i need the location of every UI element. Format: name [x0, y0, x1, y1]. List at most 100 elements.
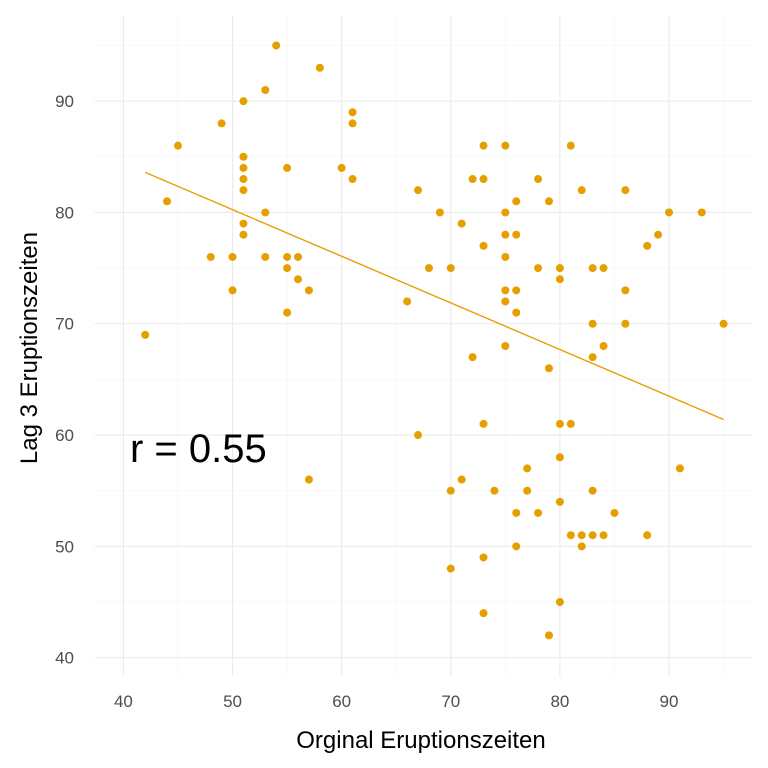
data-point [468, 353, 477, 362]
data-point [414, 431, 423, 440]
data-point [261, 208, 270, 217]
data-point [512, 308, 521, 317]
data-point [697, 208, 706, 217]
data-point [304, 475, 313, 484]
data-point [588, 264, 597, 273]
data-point [665, 208, 674, 217]
x-tick-label: 60 [332, 692, 351, 711]
data-point [523, 464, 532, 473]
tick-labels: 40 50 60 70 80 90 40 50 60 70 80 90 [55, 92, 678, 711]
y-tick-label: 40 [55, 649, 74, 668]
data-point [228, 286, 237, 295]
data-point [501, 342, 510, 350]
data-point [566, 419, 575, 428]
data-point [261, 252, 270, 261]
data-point [534, 264, 543, 273]
data-point [534, 508, 543, 517]
data-point [239, 219, 248, 228]
data-point [621, 286, 630, 295]
data-point [610, 508, 619, 517]
data-point [348, 175, 357, 184]
data-point [239, 152, 248, 161]
x-tick-label: 80 [550, 692, 569, 711]
data-point [534, 175, 543, 184]
data-point [566, 141, 575, 150]
data-point [457, 219, 466, 228]
grid-layer [94, 16, 753, 676]
data-point [446, 264, 455, 273]
data-point [490, 486, 499, 495]
data-point [479, 241, 488, 250]
data-point [283, 252, 292, 261]
data-point [457, 475, 466, 484]
data-point [304, 286, 313, 295]
data-point [501, 252, 510, 261]
data-point [555, 453, 564, 462]
data-point [566, 531, 575, 540]
data-point [479, 419, 488, 428]
data-point [217, 119, 226, 128]
data-point [544, 197, 553, 206]
data-point [599, 264, 608, 273]
x-tick-label: 50 [223, 692, 242, 711]
data-point [294, 252, 303, 261]
data-point [501, 141, 510, 150]
x-tick-label: 90 [660, 692, 679, 711]
data-point [577, 542, 586, 551]
data-point [512, 197, 521, 206]
data-point [239, 186, 248, 195]
y-axis-title: Lag 3 Eruptionszeiten [16, 232, 43, 464]
data-point [261, 86, 270, 95]
data-point [621, 186, 630, 195]
y-tick-label: 60 [55, 426, 74, 445]
data-point [479, 609, 488, 618]
data-point [446, 486, 455, 495]
data-point [479, 141, 488, 150]
data-point [228, 252, 237, 261]
data-point [501, 297, 510, 306]
data-point [577, 531, 586, 540]
data-point [163, 197, 172, 206]
data-point [435, 208, 444, 217]
data-point [239, 230, 248, 239]
data-point [643, 241, 652, 250]
y-tick-label: 70 [55, 315, 74, 334]
data-point [555, 264, 564, 273]
data-point [424, 264, 433, 273]
data-point [512, 542, 521, 551]
data-point [588, 319, 597, 328]
y-tick-label: 90 [55, 92, 74, 111]
data-point [283, 264, 292, 273]
data-point [599, 531, 608, 540]
data-point [348, 119, 357, 128]
data-point [141, 330, 150, 339]
data-point [544, 631, 553, 640]
y-tick-label: 80 [55, 203, 74, 222]
data-point [501, 208, 510, 217]
data-point [719, 319, 728, 328]
data-point [555, 275, 564, 284]
data-point [403, 297, 412, 306]
data-point [555, 597, 564, 606]
data-point [544, 364, 553, 373]
data-point [348, 108, 357, 117]
data-point [239, 97, 248, 106]
x-tick-label: 40 [114, 692, 133, 711]
correlation-annotation: r = 0.55 [130, 427, 267, 471]
data-point [414, 186, 423, 195]
data-point [675, 464, 684, 473]
trend-line-layer [144, 171, 724, 421]
data-point [588, 531, 597, 540]
data-point [446, 564, 455, 573]
data-point [555, 497, 564, 506]
data-point [283, 163, 292, 172]
data-point [239, 175, 248, 184]
y-tick-label: 50 [55, 537, 74, 556]
data-point [512, 286, 521, 295]
data-point [621, 319, 630, 328]
data-point [599, 342, 608, 350]
data-point [239, 163, 248, 172]
data-point [523, 486, 532, 495]
data-point [588, 353, 597, 362]
